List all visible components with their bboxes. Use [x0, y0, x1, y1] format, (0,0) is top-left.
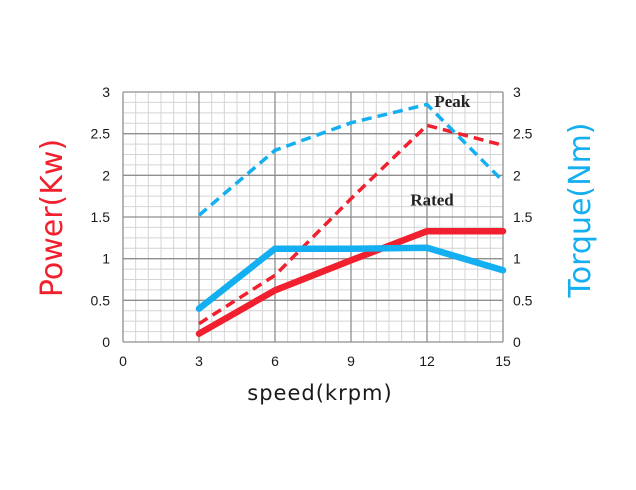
grid-major [122, 91, 504, 343]
x-tick-label: 0 [119, 353, 127, 369]
series-line-torque-rated [195, 244, 507, 312]
y-left-tick-label: 0 [102, 334, 110, 350]
annotation-label: Peak [434, 92, 470, 111]
y-left-tick-label: 2 [102, 167, 110, 183]
y-right-tick-label: 3 [513, 84, 521, 100]
y-right-tick-label: 2.5 [513, 126, 533, 142]
y-right-tick-label: 0 [513, 334, 521, 350]
y-left-tick-label: 1.5 [91, 209, 111, 225]
y-right-tick-label: 1 [513, 251, 521, 267]
y-right-tick-label: 1.5 [513, 209, 533, 225]
x-tick-label: 12 [419, 353, 435, 369]
y-axis-left-label: Power(Kw) [35, 139, 70, 297]
annotation-label: Rated [410, 190, 454, 209]
y-right-tick-label: 0.5 [513, 292, 533, 308]
x-tick-label: 6 [271, 353, 279, 369]
series-line-power-rated [195, 227, 507, 337]
x-axis-label: speed(krpm) [247, 381, 392, 405]
x-tick-label: 15 [495, 353, 511, 369]
x-tick-label: 9 [347, 353, 355, 369]
y-left-tick-label: 3 [102, 84, 110, 100]
y-left-tick-label: 0.5 [91, 292, 111, 308]
y-right-tick-label: 2 [513, 167, 521, 183]
y-left-tick-label: 1 [102, 251, 110, 267]
annotation-layer: Peak Rated [410, 92, 470, 209]
series-line-torque-peak [197, 102, 505, 217]
y-left-tick-label: 2.5 [91, 126, 111, 142]
x-tick-label: 3 [195, 353, 203, 369]
y-axis-right-label: Torque(Nm) [563, 123, 598, 299]
series-layer [195, 102, 507, 337]
